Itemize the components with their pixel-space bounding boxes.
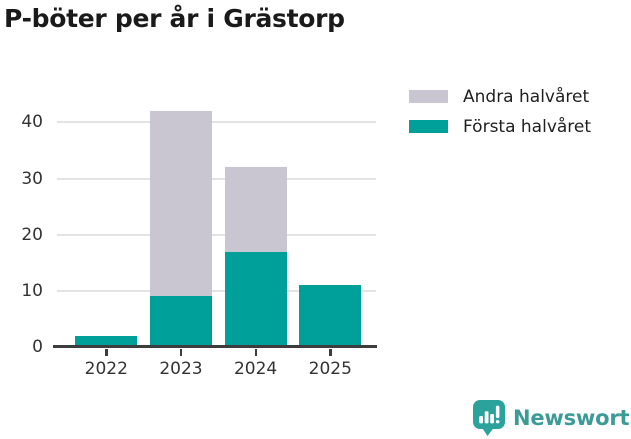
- legend-swatch-f-rsta-halv-ret: [409, 120, 448, 133]
- mini-bar-1: [479, 416, 483, 424]
- bar-segment-2024-f-rsta-halv-ret: [224, 251, 287, 347]
- x-axis-tick: [179, 349, 183, 356]
- bar-segment-2023-andra-halv-ret: [149, 111, 212, 297]
- gridline: [57, 121, 376, 124]
- legend-item-andra-halv-ret: Andra halvåret: [409, 86, 591, 107]
- x-axis-tick-label: 2023: [159, 359, 203, 379]
- y-axis-tick-label: 0: [32, 337, 43, 357]
- x-axis-tick: [254, 349, 258, 356]
- gridline: [57, 289, 376, 292]
- speech-bubble-shape: [473, 400, 505, 436]
- y-axis-tick-label: 30: [21, 168, 43, 189]
- mini-bar-2: [484, 411, 489, 424]
- bar-segment-2022-f-rsta-halv-ret: [75, 335, 138, 347]
- x-axis-tick: [329, 349, 332, 356]
- legend-label: Andra halvåret: [463, 86, 590, 107]
- legend: Andra halvåret Första halvåret: [409, 86, 591, 146]
- x-axis-tick-label: 2025: [308, 359, 352, 379]
- page-title: P-böter per år i Grästorp: [4, 4, 345, 33]
- bar-segment-2023-f-rsta-halv-ret: [149, 296, 212, 347]
- bar-segment-2025-f-rsta-halv-ret: [299, 285, 362, 347]
- brand-name: Newsworthy: [513, 406, 631, 430]
- y-axis-tick-label: 20: [21, 224, 43, 245]
- x-axis-tick: [105, 349, 108, 356]
- mini-bar-3: [490, 414, 494, 424]
- y-axis-tick-label: 10: [21, 280, 43, 301]
- x-axis-tick-label: 2024: [233, 359, 278, 379]
- bar-segment-2024-andra-halv-ret: [224, 167, 287, 252]
- legend-item-f-rsta-halv-ret: Första halvåret: [409, 116, 591, 137]
- brand-footer: Newsworthy: [472, 399, 631, 437]
- newsworthy-chart-bubble-icon: [473, 400, 505, 436]
- x-axis-line: [53, 345, 377, 348]
- gridline: [57, 177, 376, 180]
- mini-exclamation-dot: [495, 420, 500, 424]
- mini-exclamation-line: [495, 405, 500, 419]
- legend-label: Första halvåret: [463, 116, 592, 137]
- gridline: [57, 233, 376, 236]
- x-axis-tick-label: 2022: [84, 359, 128, 379]
- y-axis-tick-label: 40: [21, 112, 43, 133]
- legend-swatch-andra-halv-ret: [409, 90, 448, 103]
